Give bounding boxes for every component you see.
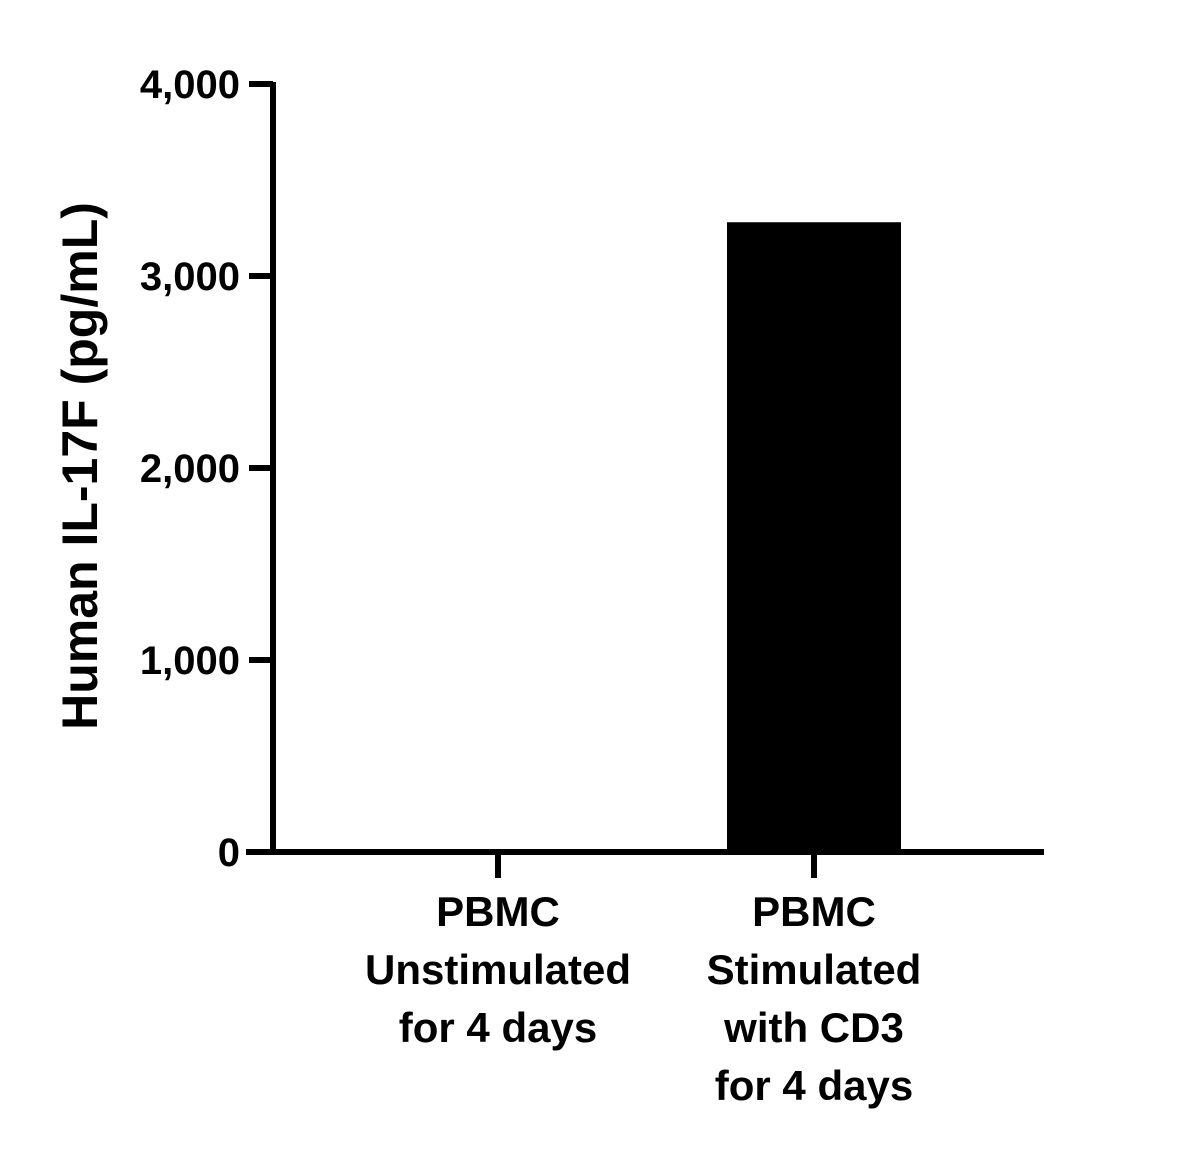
y-axis-title: Human IL-17F (pg/mL) [52,202,108,730]
x-category-label-line: for 4 days [399,1004,597,1051]
y-tick-label: 1,000 [140,639,240,683]
x-category-label-line: PBMC [436,888,560,935]
y-tick-label: 4,000 [140,63,240,107]
bars-layer [727,222,901,853]
axes-layer [246,82,1044,855]
x-category-label-line: for 4 days [715,1062,913,1109]
y-tick-label: 2,000 [140,447,240,491]
bar-2 [727,222,901,853]
x-category-label-2: PBMC Stimulated with CD3 for 4 days [707,888,922,1109]
x-category-label-1: PBMC Unstimulated for 4 days [365,888,631,1051]
x-category-label-line: Unstimulated [365,946,631,993]
y-tick-label: 3,000 [140,255,240,299]
y-ticks-layer: 0 1,000 2,000 3,000 4,000 [140,63,273,875]
x-category-label-line: Stimulated [707,946,922,993]
x-category-label-line: PBMC [752,888,876,935]
x-ticks-layer: PBMC Unstimulated for 4 days PBMC Stimulated… [365,852,921,1109]
x-category-label-line: with CD3 [723,1004,904,1051]
y-tick-label: 0 [218,831,240,875]
